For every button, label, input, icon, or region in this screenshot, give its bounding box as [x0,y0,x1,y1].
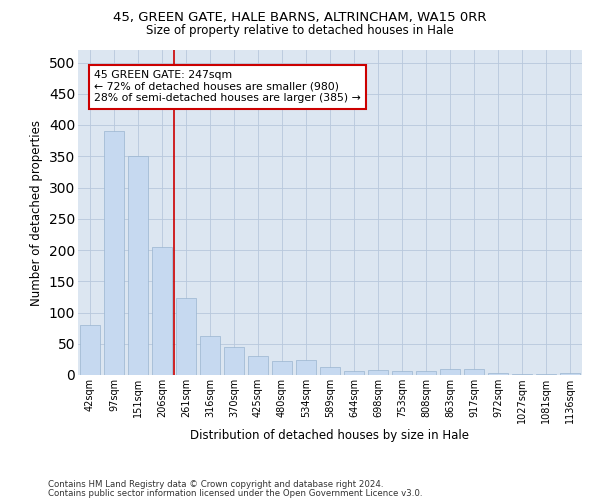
X-axis label: Distribution of detached houses by size in Hale: Distribution of detached houses by size … [191,429,470,442]
Bar [248,356,268,375]
Bar [152,247,172,375]
Bar [224,347,244,375]
Bar [296,360,316,375]
Bar [320,367,340,375]
Bar [368,370,388,375]
Bar [512,374,532,375]
Bar [80,325,100,375]
Text: Contains public sector information licensed under the Open Government Licence v3: Contains public sector information licen… [48,488,422,498]
Bar [416,370,436,375]
Bar [464,369,484,375]
Text: 45 GREEN GATE: 247sqm
← 72% of detached houses are smaller (980)
28% of semi-det: 45 GREEN GATE: 247sqm ← 72% of detached … [94,70,361,103]
Bar [536,374,556,375]
Bar [392,370,412,375]
Bar [560,373,580,375]
Bar [176,298,196,375]
Bar [128,156,148,375]
Text: Contains HM Land Registry data © Crown copyright and database right 2024.: Contains HM Land Registry data © Crown c… [48,480,383,489]
Bar [488,372,508,375]
Bar [440,369,460,375]
Bar [344,370,364,375]
Bar [272,361,292,375]
Text: Size of property relative to detached houses in Hale: Size of property relative to detached ho… [146,24,454,37]
Text: 45, GREEN GATE, HALE BARNS, ALTRINCHAM, WA15 0RR: 45, GREEN GATE, HALE BARNS, ALTRINCHAM, … [113,11,487,24]
Y-axis label: Number of detached properties: Number of detached properties [30,120,43,306]
Bar [104,131,124,375]
Bar [200,336,220,375]
